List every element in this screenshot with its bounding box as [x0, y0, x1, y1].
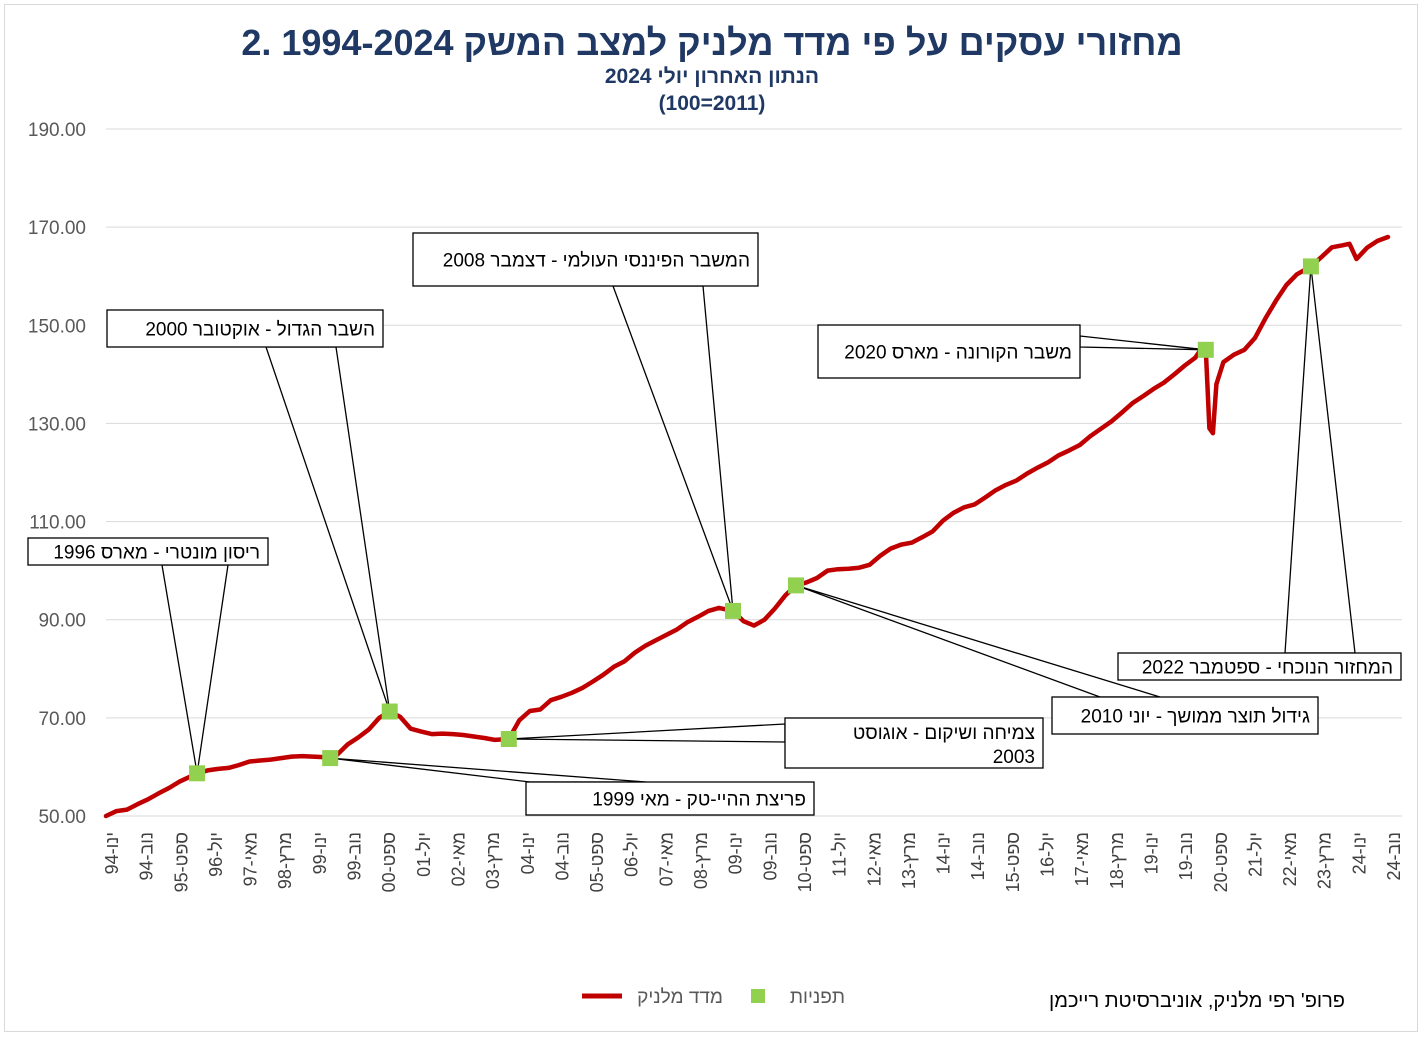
x-tick-label: מרץ-98: [275, 832, 295, 889]
x-tick-label: יול-16: [1038, 832, 1058, 877]
x-tick-label: נוב-99: [345, 832, 365, 880]
annotation-leader: [612, 285, 734, 612]
x-tick-label: נוב-14: [968, 832, 988, 880]
annotation-leader: [265, 346, 391, 712]
x-tick-label: מרץ-03: [483, 832, 503, 889]
annotation-text: ריסון מונטרי - מארס 1996: [53, 543, 260, 564]
annotation-leader: [330, 757, 647, 783]
chart-subtitle: הנתון האחרון יולי 2024: [605, 65, 819, 88]
annotation-leader: [1079, 335, 1206, 351]
annotation-leader: [1284, 266, 1356, 654]
annotation-leader: [161, 564, 229, 774]
y-tick-label: 70.00: [38, 709, 86, 730]
x-tick-label: ינו-04: [518, 832, 538, 874]
x-tick-label: ספט-95: [171, 832, 191, 892]
turning-point-marker: [381, 703, 398, 720]
x-tick-label: מרץ-08: [691, 832, 711, 889]
y-tick-label: 170.00: [28, 218, 86, 239]
turning-point-marker: [725, 602, 741, 619]
x-tick-label: נוב-09: [760, 832, 780, 880]
x-tick-label: נוב-24: [1384, 832, 1404, 880]
annotation-box: [412, 232, 759, 287]
legend-label-turning-points: תפניות: [790, 987, 845, 1008]
turning-point-marker: [500, 731, 517, 747]
annotation-box: [784, 717, 1044, 769]
annotation-leader: [795, 584, 1161, 698]
turning-point-marker: [1302, 258, 1319, 275]
x-tick-label: מאי-17: [1072, 832, 1092, 886]
chart-frame: [4, 4, 1418, 1032]
annotation-box: [1051, 696, 1319, 735]
x-tick-label: יול-06: [622, 832, 642, 877]
x-tick-label: מרץ-18: [1107, 832, 1127, 889]
legend-marker-swatch: [751, 989, 765, 1003]
x-tick-label: מאי-97: [241, 832, 261, 886]
credit-text: פרופ' רפי מלניק, אוניברסיטת רייכמן: [1049, 990, 1345, 1012]
annotation-box: [525, 781, 815, 816]
x-tick-label: מרץ-13: [899, 832, 919, 889]
x-tick-label: ספט-10: [795, 832, 815, 892]
x-tick-label: מאי-22: [1280, 832, 1300, 886]
legend: מדד מלניק תפניות: [582, 987, 845, 1008]
x-tick-label: נוב-04: [552, 832, 572, 880]
annotation-box: [817, 324, 1081, 379]
x-tick-label: יול-11: [830, 832, 850, 877]
annotation-text: משבר הקורונה - מארס 2020: [844, 343, 1072, 364]
y-tick-label: 190.00: [28, 120, 86, 141]
x-tick-label: ספט-15: [1003, 832, 1023, 892]
chart-subtitle-base: (100=2011): [659, 92, 766, 115]
annotation-text: 2003: [993, 747, 1035, 768]
turning-point-marker: [788, 577, 804, 594]
turning-point-markers: [189, 258, 1319, 782]
x-tick-label: ינו-94: [102, 832, 122, 874]
annotation-leader: [508, 723, 786, 743]
annotation-box: [27, 537, 269, 566]
y-axis: 50.00 70.00 90.00 110.00 130.00 150.00 170.00 1…: [28, 120, 86, 828]
x-tick-label: ינו-99: [310, 832, 330, 874]
y-tick-label: 110.00: [29, 513, 86, 534]
annotations: ריסון מונטרי - מארס 1996 פריצת ההיי-טק - …: [27, 232, 1402, 816]
x-tick-label: ינו-09: [726, 832, 746, 874]
x-tick-label: נוב-19: [1176, 832, 1196, 880]
x-tick-label: יול-01: [414, 832, 434, 877]
x-tick-label: מרץ-23: [1315, 832, 1335, 889]
y-tick-label: 130.00: [28, 414, 86, 435]
chart-title: 2. מחזורי עסקים על פי מדד מלניק למצב המש…: [241, 22, 1182, 63]
turning-point-marker: [189, 765, 206, 782]
annotation-text: צמיחה ושיקום - אוגוסט: [853, 723, 1035, 744]
x-tick-label: ספט-05: [587, 832, 607, 892]
x-tick-label: ינו-14: [934, 832, 954, 874]
annotation-text: גידול תוצר ממושך - יוני 2010: [1081, 707, 1310, 728]
x-tick-label: מאי-12: [864, 832, 884, 886]
y-tick-label: 150.00: [28, 316, 86, 337]
x-tick-label: נוב-94: [137, 832, 157, 880]
x-tick-label: יול-21: [1245, 832, 1265, 877]
annotation-box: [106, 309, 384, 348]
annotation-text: השבר הגדול - אוקטובר 2000: [145, 320, 375, 341]
y-tick-label: 50.00: [38, 807, 86, 828]
x-tick-label: יול-96: [206, 832, 226, 877]
x-tick-label: מאי-07: [656, 832, 676, 886]
y-tick-label: 90.00: [38, 611, 86, 632]
turning-point-marker: [322, 750, 339, 767]
legend-label-index: מדד מלניק: [637, 987, 723, 1008]
x-tick-label: ינו-24: [1349, 832, 1369, 874]
annotation-text: פריצת ההיי-טק - מאי 1999: [592, 790, 806, 811]
x-tick-label: מאי-02: [448, 832, 468, 886]
x-tick-label: ינו-19: [1141, 832, 1161, 874]
turning-point-marker: [1197, 341, 1214, 358]
x-tick-label: ספט-00: [379, 832, 399, 892]
annotation-text: המשבר הפיננסי העולמי - דצמבר 2008: [443, 251, 750, 272]
annotation-text: המחזור הנוכחי - ספטמבר 2022: [1142, 658, 1393, 679]
x-tick-label: ספט-20: [1211, 832, 1231, 892]
x-axis: ינו-94 נוב-94 ספט-95 יול-96 מאי-97 מרץ-98 ינו-…: [102, 832, 1404, 892]
annotation-box: [1117, 652, 1402, 681]
